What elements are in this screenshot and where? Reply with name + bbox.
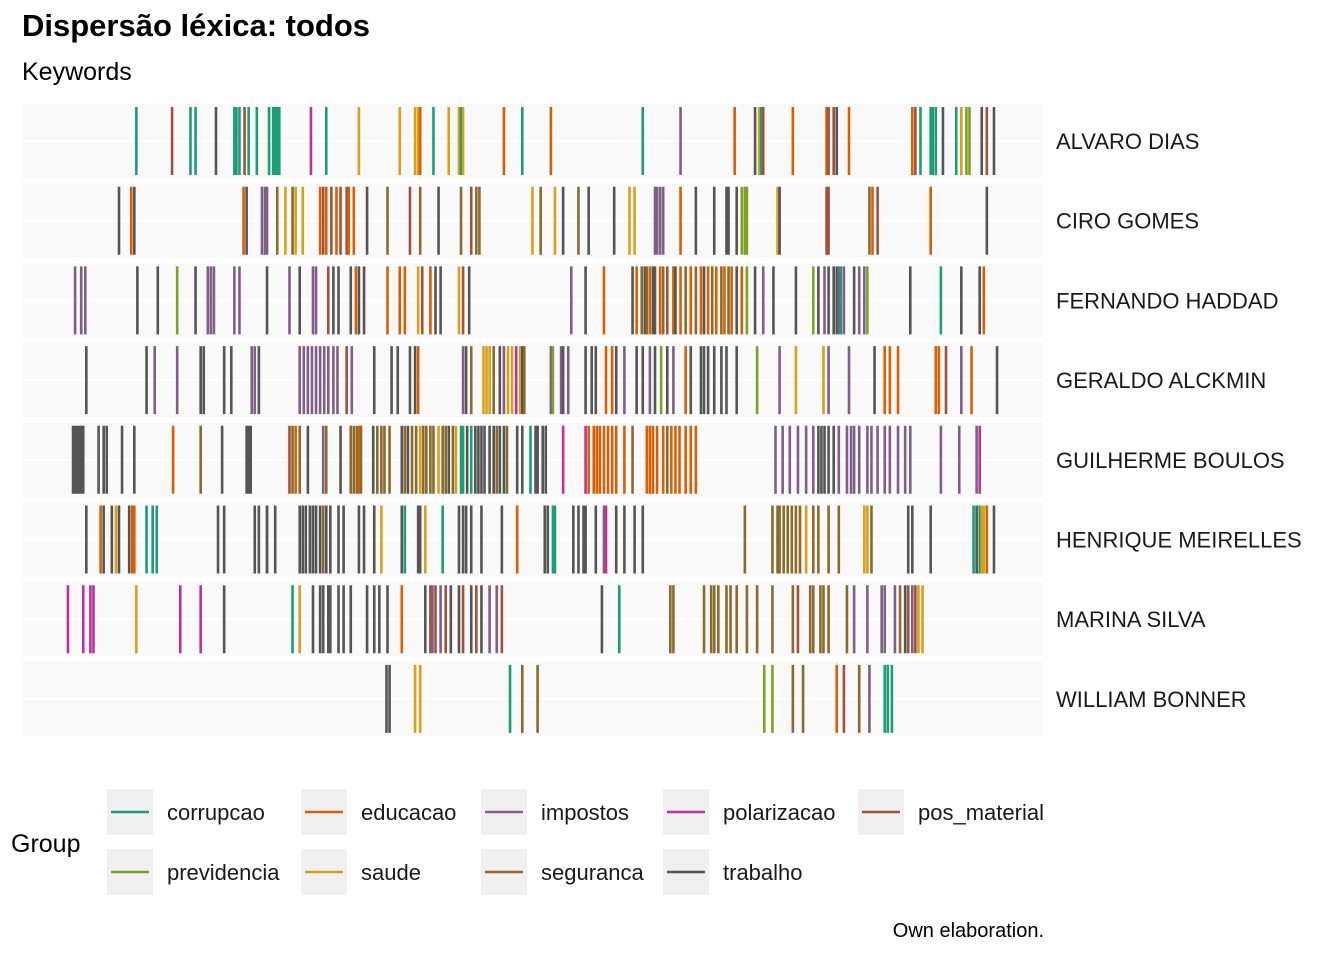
facet-panel: WILLIAM BONNER — [22, 661, 1247, 736]
legend-label: pos_material — [918, 800, 1044, 825]
legend: Group corrupcao educacao impostos polarizaca… — [11, 789, 1044, 895]
facet-panel: FERNANDO HADDAD — [22, 263, 1278, 338]
legend-item: corrupcao — [107, 789, 265, 835]
facet-label: GUILHERME BOULOS — [1056, 448, 1285, 473]
legend-item: trabalho — [663, 849, 803, 895]
legend-label: corrupcao — [167, 800, 265, 825]
legend-label: seguranca — [541, 860, 645, 885]
facet-panel: GUILHERME BOULOS — [22, 422, 1285, 497]
legend-label: trabalho — [723, 860, 803, 885]
legend-item: educacao — [301, 789, 456, 835]
chart-subtitle: Keywords — [22, 58, 132, 86]
facet-panel: GERALDO ALCKMIN — [22, 343, 1266, 418]
legend-item: impostos — [481, 789, 629, 835]
legend-label: previdencia — [167, 860, 280, 885]
legend-item: pos_material — [858, 789, 1044, 835]
facet-label: ALVARO DIAS — [1056, 129, 1199, 154]
legend-item: polarizacao — [663, 789, 836, 835]
chart-caption: Own elaboration. — [892, 920, 1044, 942]
legend-label: impostos — [541, 800, 629, 825]
facet-label: FERNANDO HADDAD — [1056, 288, 1278, 313]
legend-item: seguranca — [481, 849, 645, 895]
legend-item: saude — [301, 849, 421, 895]
chart-title: Dispersão léxica: todos — [22, 8, 371, 43]
facet-label: HENRIQUE MEIRELLES — [1056, 528, 1302, 553]
legend-label: saude — [361, 860, 421, 885]
legend-label: polarizacao — [723, 800, 836, 825]
facet-panel: HENRIQUE MEIRELLES — [22, 502, 1302, 577]
facet-label: GERALDO ALCKMIN — [1056, 368, 1266, 393]
facet-panel: CIRO GOMES — [22, 183, 1199, 258]
facet-label: CIRO GOMES — [1056, 209, 1199, 234]
legend-item: previdencia — [107, 849, 280, 895]
facet-label: WILLIAM BONNER — [1056, 687, 1247, 712]
facet-panel: ALVARO DIAS — [22, 104, 1199, 178]
facet-panel: MARINA SILVA — [22, 582, 1206, 657]
legend-label: educacao — [361, 800, 456, 825]
facet-label: MARINA SILVA — [1056, 607, 1206, 632]
legend-title: Group — [11, 830, 80, 858]
